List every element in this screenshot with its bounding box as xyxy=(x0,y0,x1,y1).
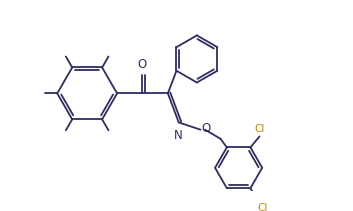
Text: N: N xyxy=(173,129,182,142)
Text: O: O xyxy=(202,122,211,135)
Text: Cl: Cl xyxy=(254,124,265,134)
Text: O: O xyxy=(138,58,147,71)
Text: Cl: Cl xyxy=(258,203,268,211)
